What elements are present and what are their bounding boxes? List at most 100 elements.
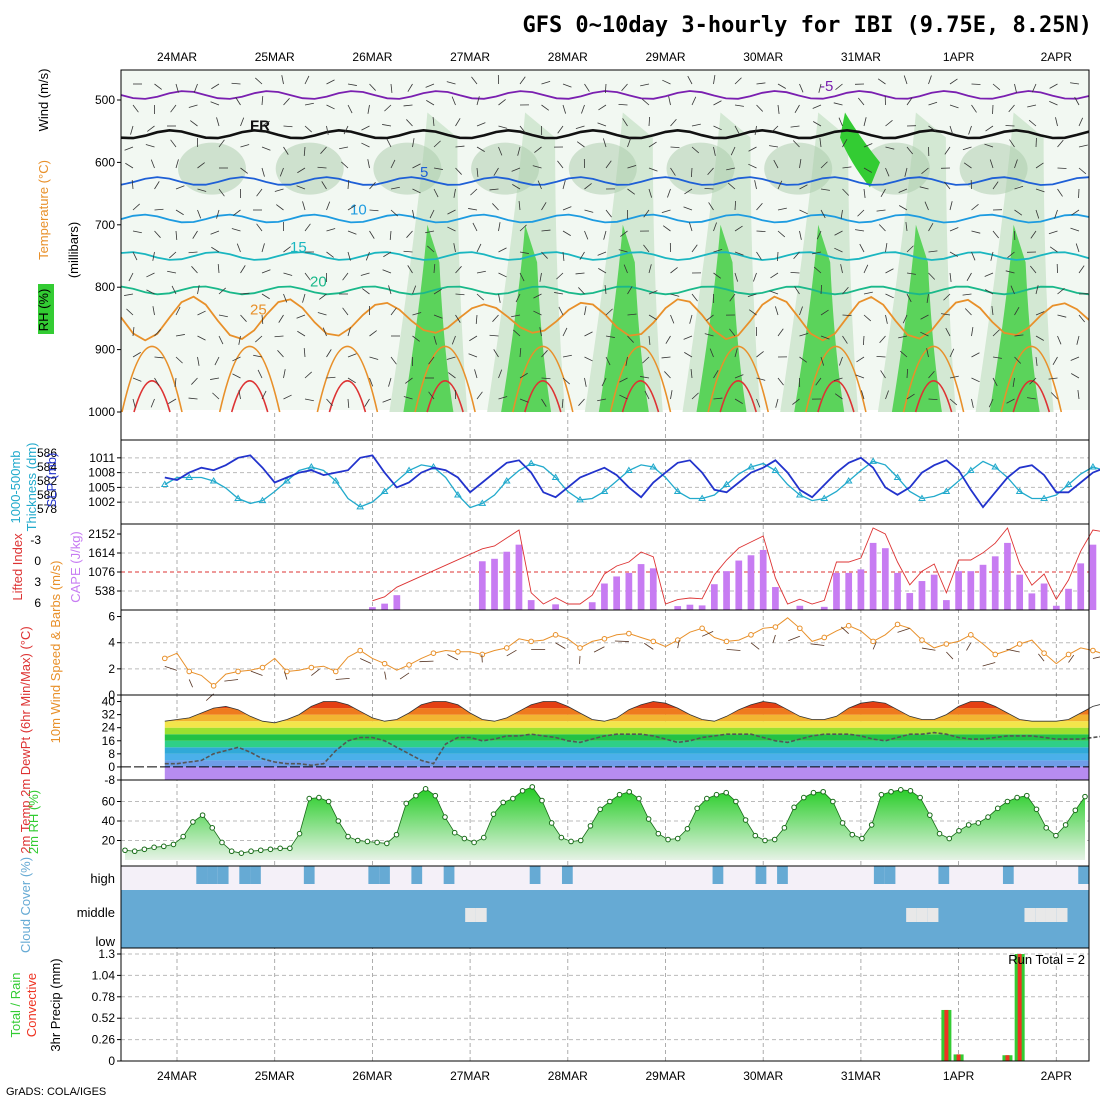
wind-barb xyxy=(992,230,999,239)
slp-axis-label: SLP (mb) xyxy=(44,453,59,508)
day-label-bottom: 29MAR xyxy=(645,1069,685,1083)
wind-barb xyxy=(597,122,607,127)
rh-point xyxy=(800,794,807,801)
thickness-point xyxy=(478,499,487,506)
rh-point xyxy=(888,788,894,795)
wind-barb xyxy=(128,272,134,282)
wind-barb xyxy=(813,121,822,127)
wind-barb xyxy=(584,377,587,387)
isotherm-label: FR xyxy=(250,117,270,134)
wind-barb xyxy=(1057,188,1063,197)
wind-barb-10m xyxy=(772,634,776,643)
rh-patch xyxy=(275,142,344,195)
wind-barb xyxy=(211,83,220,90)
wind-barb-10m xyxy=(224,679,239,682)
rh-patch xyxy=(959,142,1028,195)
wind-barb xyxy=(557,160,564,169)
wind-barb xyxy=(533,310,542,316)
wind-barb xyxy=(433,140,441,148)
cape-bar xyxy=(552,604,559,610)
wind-barb xyxy=(326,251,334,258)
thickness-point xyxy=(356,502,365,510)
wind-barb xyxy=(920,314,929,320)
wind-speed-point xyxy=(845,622,852,629)
rh-point xyxy=(1033,806,1040,813)
wind-barb xyxy=(170,104,177,113)
wind-barb xyxy=(339,146,349,150)
rh-point xyxy=(413,792,419,799)
thickness-point xyxy=(258,496,267,504)
wind-barb xyxy=(347,353,357,358)
wind-barb xyxy=(193,83,198,93)
wind-barb xyxy=(126,308,134,316)
wind-barb xyxy=(584,306,587,316)
rh-patch xyxy=(764,142,833,195)
wind-barb xyxy=(985,125,994,132)
slp-frame xyxy=(120,439,1090,525)
wind-barb xyxy=(489,334,499,337)
wind-barb xyxy=(407,265,413,274)
rh-point xyxy=(374,839,380,846)
rh-point xyxy=(131,848,138,855)
wind-barb xyxy=(792,140,800,148)
cape-bar xyxy=(686,604,694,610)
wind-barb xyxy=(386,138,392,148)
wind-barb xyxy=(812,251,822,255)
wind-barb xyxy=(283,394,292,400)
wind-barb xyxy=(775,398,779,408)
wind-speed-point xyxy=(1016,641,1023,647)
rh-point xyxy=(190,819,196,825)
cape-bar xyxy=(527,600,535,610)
rh-point xyxy=(325,798,332,805)
wind-barb-10m xyxy=(593,646,605,653)
thickness-point xyxy=(454,491,462,498)
wind-barb xyxy=(1057,288,1065,295)
wind-barb xyxy=(928,250,938,253)
wind-barb xyxy=(642,356,650,364)
cloud-middle-gap xyxy=(1045,908,1057,922)
wind-barb xyxy=(429,209,435,219)
cape-bar xyxy=(1040,583,1048,610)
hot-contour xyxy=(817,380,855,413)
wind-barb xyxy=(949,398,958,406)
wind-barb xyxy=(584,209,594,213)
wind-barb xyxy=(579,251,585,260)
wind-barb xyxy=(455,145,465,148)
wind-barb xyxy=(1012,377,1015,387)
cape-bar xyxy=(881,548,889,610)
wind-barb xyxy=(670,118,677,127)
thickness-point xyxy=(380,487,389,494)
wind-barb xyxy=(769,290,779,295)
wind-barb xyxy=(1070,82,1080,85)
wind-barb xyxy=(498,369,503,379)
wind-barb xyxy=(704,187,714,190)
rh-point xyxy=(1043,825,1050,831)
wind-barb xyxy=(453,243,456,253)
li-tick-label: 0 xyxy=(34,554,41,568)
wind-barb xyxy=(949,201,953,211)
wind-barb xyxy=(601,377,607,387)
wind-barb xyxy=(643,244,650,253)
wind-barb xyxy=(1035,335,1044,341)
wind-barb xyxy=(326,104,335,110)
day-label-top: 26MAR xyxy=(352,50,392,64)
wind-barb xyxy=(175,159,179,169)
wind-barb xyxy=(197,209,202,219)
wind-barb xyxy=(388,285,392,295)
wind-barb xyxy=(132,251,138,261)
wind-barb xyxy=(1049,100,1058,106)
wind-barb xyxy=(713,370,719,379)
wind-barb xyxy=(365,251,370,261)
rh-patch xyxy=(666,142,735,195)
cloud-high-bar xyxy=(529,866,541,884)
isotherm-label: -5 xyxy=(820,78,833,95)
rh-core xyxy=(696,224,747,412)
wind-barb xyxy=(885,293,894,299)
wind-barb xyxy=(926,293,929,303)
cloud-high-bar xyxy=(755,866,767,884)
rh-core xyxy=(989,224,1040,412)
wind-barb xyxy=(470,188,478,196)
precip-conv-bar xyxy=(944,1009,949,1061)
wind-speed-point xyxy=(528,638,534,645)
